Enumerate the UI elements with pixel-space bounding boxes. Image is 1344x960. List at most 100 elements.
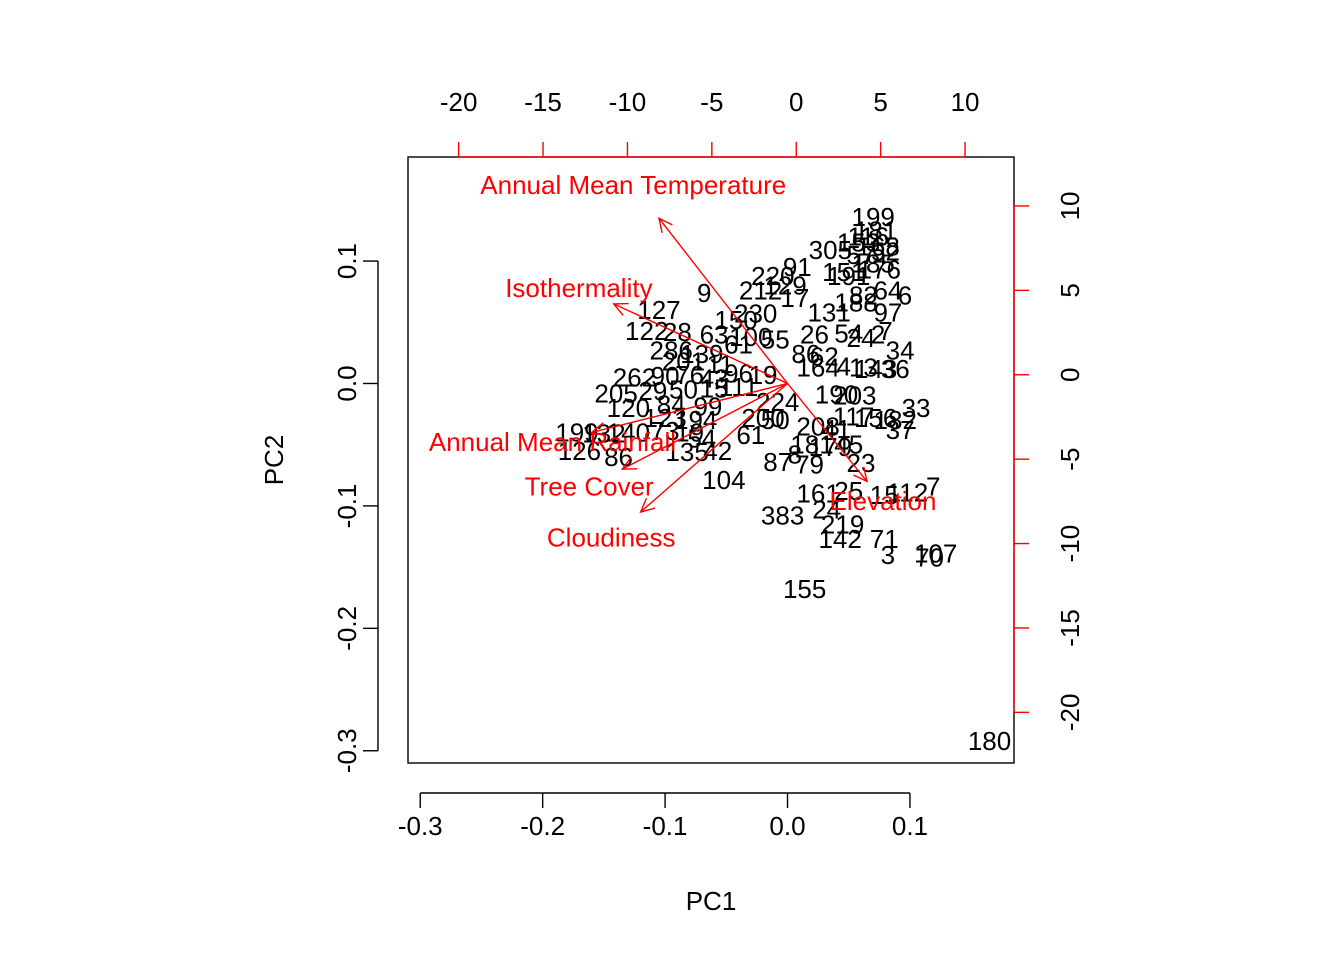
score-point-label: 63 (700, 320, 729, 350)
loading-label: Isothermality (505, 273, 652, 303)
y-axis-title: PC2 (259, 435, 289, 486)
score-point-label: 205 (594, 378, 637, 408)
loading-label: Elevation (830, 486, 937, 516)
score-point-label: 185 (852, 249, 895, 279)
score-point-label: 220 (751, 261, 794, 291)
arrow-head (657, 216, 673, 234)
score-point-label: 305 (809, 235, 852, 265)
score-point-label: 25 (834, 476, 863, 506)
score-point-label: 90 (651, 361, 680, 391)
score-point-label: 82 (849, 280, 878, 310)
score-point-label: 120 (607, 393, 650, 423)
x-axis-bottom: -0.3 -0.2 -0.1 0.0 0.1 (398, 792, 928, 841)
loading-arrow (591, 382, 788, 434)
y-axis-left: -0.3 -0.2 -0.1 0.0 0.1 (332, 243, 379, 773)
score-point-label: 71 (870, 524, 899, 554)
score-point-label: 383 (761, 501, 804, 531)
score-point-label: 188 (834, 288, 877, 318)
score-point-label: 176 (858, 255, 901, 285)
score-point-label: 7 (926, 471, 940, 501)
score-point-label: 286 (650, 335, 693, 365)
y-tick-label: -0.3 (332, 728, 362, 773)
score-point-label: 181 (854, 215, 897, 245)
top-tick-label: 0 (789, 87, 803, 117)
score-point-label: 129 (763, 271, 806, 301)
score-point-label: 70 (915, 542, 944, 572)
loading-arrow (621, 382, 788, 470)
score-point-label: 29 (638, 376, 667, 406)
score-point-label: 4 (837, 351, 851, 381)
score-point-label: 86 (604, 442, 633, 472)
arrow-head (590, 422, 607, 437)
score-point-label: 91 (783, 252, 812, 282)
score-point-label: 168 (856, 231, 899, 261)
score-point-label: 190 (815, 380, 858, 410)
score-point-label: 86 (791, 339, 820, 369)
score-point-label: 122 (625, 316, 668, 346)
score-point-label: 111 (719, 372, 759, 402)
top-tick-label: 10 (951, 87, 980, 117)
score-point-label: 201 (662, 346, 705, 376)
score-point-label: 262 (613, 362, 656, 392)
score-point-label: 155 (783, 574, 826, 604)
score-point-label: 15 (700, 373, 729, 403)
x-tick-label: 0.1 (892, 811, 928, 841)
loading-vectors: Annual Mean Temperature Isothermality Annu… (429, 170, 937, 553)
score-point-label: 97 (873, 297, 902, 327)
loading-arrow (786, 383, 868, 482)
score-point-label: 104 (702, 465, 745, 495)
score-point-label: 203 (833, 381, 876, 411)
score-point-label: 45 (834, 430, 863, 460)
score-point-label: 182 (874, 405, 917, 435)
score-point-label: 11 (707, 349, 734, 379)
score-point-label: 33 (902, 393, 931, 423)
score-point-label: 19 (675, 417, 704, 447)
score-point-label: 13 (849, 353, 878, 383)
score-point-label: 117 (833, 402, 874, 432)
score-point-label: 150 (714, 305, 757, 335)
arrow-head (853, 466, 869, 483)
score-point-label: 37 (886, 415, 915, 445)
arrow-head (612, 302, 629, 316)
score-point-label: 87 (763, 447, 792, 477)
score-point-label: 8 (788, 439, 802, 469)
score-point-label: 208 (796, 411, 839, 441)
score-point-label: 161 (796, 479, 839, 509)
x-tick-label: -0.1 (643, 811, 688, 841)
score-point-label: 50 (669, 375, 698, 405)
right-tick-label: 10 (1055, 191, 1085, 220)
score-point-label: 61 (724, 329, 753, 359)
score-point-label: 107 (914, 539, 957, 569)
score-point-label: 140 (607, 417, 650, 447)
top-tick-label: 5 (873, 87, 887, 117)
score-point-label: 17 (780, 283, 809, 313)
arrow-head (620, 456, 638, 470)
x-axis-title: PC1 (686, 886, 737, 916)
right-tick-label: -20 (1055, 694, 1085, 732)
loading-arrow (613, 303, 788, 385)
x-tick-label: 0.0 (769, 811, 805, 841)
score-point-label: 112 (887, 477, 928, 507)
top-tick-label: -5 (700, 87, 723, 117)
score-point-label: 199 (852, 202, 895, 232)
score-point-label: 180 (968, 726, 1011, 756)
score-point-label: 156 (854, 403, 897, 433)
top-tick-label: -15 (524, 87, 562, 117)
score-point-label: 42 (703, 436, 732, 466)
y-tick-label: 0.1 (332, 243, 362, 279)
score-point-label: 126 (558, 436, 601, 466)
score-point-label: 43 (700, 364, 729, 394)
score-point-label: 7 (878, 316, 892, 346)
score-point-label: 143 (854, 354, 897, 384)
score-point-label: 96 (724, 359, 753, 389)
right-tick-label: -15 (1055, 609, 1085, 647)
score-point-label: 151 (822, 257, 865, 287)
score-point-label: 54 (834, 318, 863, 348)
x-tick-label: -0.3 (398, 811, 443, 841)
score-point-label: 41 (822, 414, 851, 444)
loading-label: Tree Cover (525, 471, 654, 501)
score-point-label: 99 (693, 392, 722, 422)
score-point-label: 191 (827, 261, 870, 291)
right-tick-label: -10 (1055, 525, 1085, 563)
